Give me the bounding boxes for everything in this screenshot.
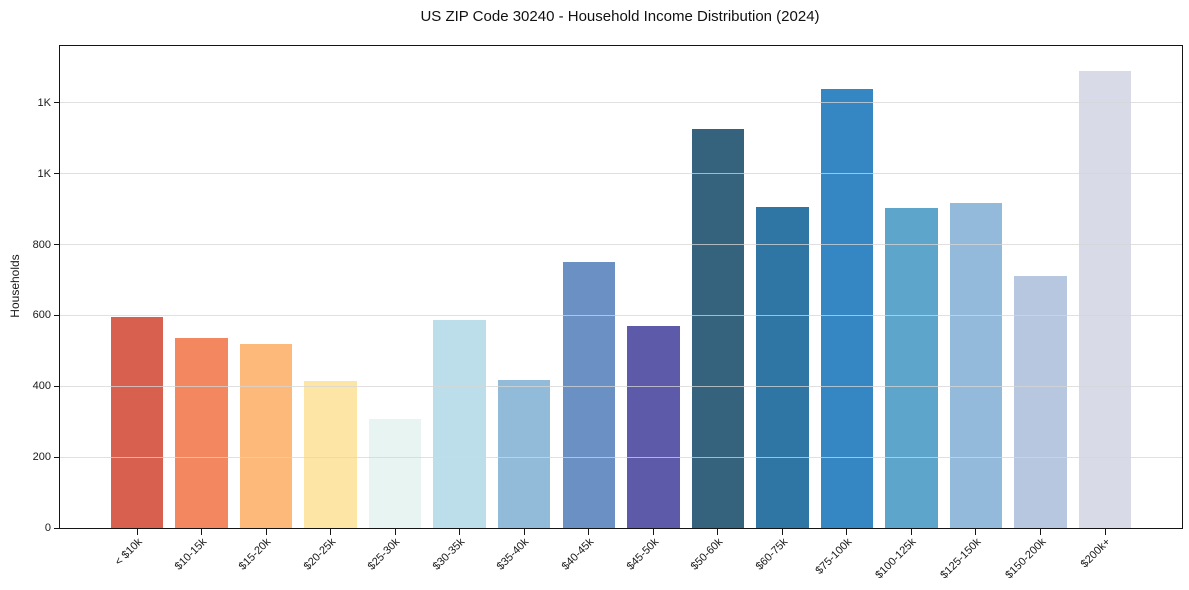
bar: [239, 343, 293, 528]
x-tick-label: $150-200k: [1002, 536, 1048, 582]
y-tick-label: 0: [44, 522, 51, 534]
x-tick-mark: [265, 529, 267, 535]
chart-title: US ZIP Code 30240 - Household Income Dis…: [420, 8, 820, 25]
x-tick-label: $20-25k: [301, 536, 339, 573]
gridline: [60, 456, 1182, 458]
bar: [562, 262, 615, 528]
x-tick-mark: [975, 529, 977, 535]
bar: [820, 88, 874, 528]
x-tick-label: $45-50k: [624, 536, 661, 573]
x-tick-label: $10-15k: [172, 536, 209, 573]
x-tick-label: $50-60k: [688, 536, 726, 573]
bar: [756, 207, 809, 528]
plot-area: 0 200 400 600 800 1K 1K < $10k $10-15k $15-20k $20…: [33, 45, 1183, 581]
x-tick-mark: [652, 529, 654, 535]
y-tick-mark: [54, 385, 59, 387]
y-tick-mark: [54, 173, 59, 175]
bar: [691, 129, 744, 528]
x-tick-mark: [201, 529, 202, 535]
y-tick-label: 400: [32, 380, 51, 393]
y-tick-label: 800: [32, 238, 51, 251]
x-tick-mark: [846, 529, 848, 535]
x-tick-mark: [588, 529, 590, 535]
bar: [885, 208, 938, 528]
x-tick-label: $15-20k: [236, 536, 274, 573]
bar: [304, 380, 357, 528]
x-tick-mark: [459, 529, 461, 535]
x-tick-mark: [330, 529, 332, 535]
bar: [627, 326, 680, 528]
x-tick-label: < $10k: [112, 536, 145, 569]
x-tick-mark: [781, 529, 783, 535]
gridline: [60, 385, 1182, 387]
y-tick-mark: [54, 527, 59, 529]
x-tick-label: $60-75k: [753, 536, 790, 573]
x-tick-mark: [717, 529, 719, 535]
x-tick-label: $100-125k: [873, 536, 919, 582]
x-tick-label: $125-150k: [938, 536, 984, 582]
bar: [1014, 276, 1067, 528]
y-tick-label: 1K: [37, 96, 51, 109]
x-tick-mark: [910, 529, 912, 535]
y-tick-label: 600: [32, 309, 51, 322]
y-tick-mark: [54, 314, 59, 316]
y-tick-mark: [54, 456, 59, 458]
bar: [1078, 70, 1132, 528]
y-axis-title: Households: [8, 254, 22, 318]
x-tick-mark: [1104, 529, 1106, 535]
bar: [110, 317, 164, 528]
gridline: [60, 102, 1182, 104]
gridline: [60, 314, 1182, 316]
y-tick-mark: [54, 244, 59, 245]
y-tick-label: 1K: [37, 167, 51, 180]
x-tick-label: $30-35k: [430, 536, 468, 573]
bar: [368, 418, 422, 528]
bar: [497, 379, 551, 528]
x-tick-label: $40-45k: [559, 536, 597, 573]
y-tick-label: 200: [32, 451, 51, 464]
x-tick-label: $200k+: [1078, 536, 1113, 571]
gridline: [60, 173, 1182, 175]
bar: [175, 338, 228, 528]
x-tick-mark: [1040, 529, 1041, 535]
x-tick-mark: [523, 529, 525, 535]
gridline: [60, 244, 1182, 245]
bar: [949, 202, 1003, 528]
x-tick-mark: [394, 529, 396, 535]
bar: [433, 320, 486, 528]
x-tick-label: $35-40k: [495, 536, 532, 573]
x-tick-mark: [136, 529, 138, 535]
x-tick-label: $75-100k: [813, 536, 855, 577]
x-tick-label: $25-30k: [365, 536, 403, 573]
y-tick-mark: [54, 102, 59, 104]
